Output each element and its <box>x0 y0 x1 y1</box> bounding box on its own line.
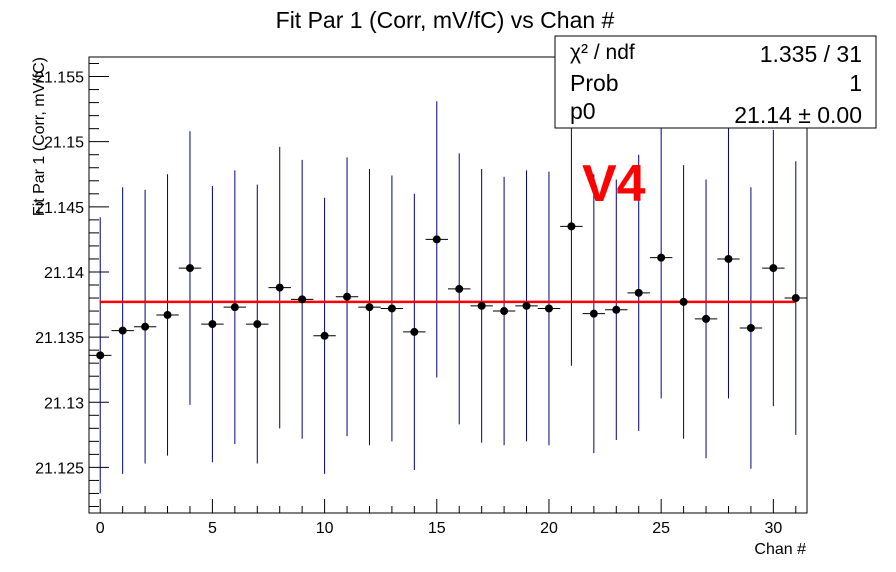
data-point <box>500 307 509 316</box>
x-tick-label: 0 <box>96 520 105 537</box>
data-point <box>769 264 778 273</box>
y-tick-label: 21.155 <box>35 70 84 87</box>
chart-title: Fit Par 1 (Corr, mV/fC) vs Chan # <box>276 7 615 33</box>
data-point <box>522 301 531 310</box>
data-point <box>387 304 396 313</box>
data-point <box>746 323 755 332</box>
stats-chi2-value: 1.335 / 31 <box>760 41 862 67</box>
x-tick-label: 5 <box>208 520 217 537</box>
data-point <box>275 283 284 292</box>
data-point <box>320 331 329 340</box>
stats-p0-label: p0 <box>570 98 596 124</box>
y-tick-label: 21.14 <box>44 265 84 282</box>
x-tick-label: 20 <box>540 520 558 537</box>
data-point <box>544 304 553 313</box>
stats-box: χ² / ndf 1.335 / 31 Prob 1 p0 21.14 ± 0.… <box>554 35 877 129</box>
y-axis: 21.125 21.13 21.135 21.14 21.145 21.15 21.155 <box>35 63 109 507</box>
data-point <box>432 235 441 244</box>
data-point <box>724 254 733 263</box>
stats-chi2-label: χ² / ndf <box>570 41 635 64</box>
y-tick-label: 21.145 <box>35 200 84 217</box>
y-tick-label: 21.135 <box>35 330 84 347</box>
data-point <box>365 303 374 312</box>
data-point <box>253 320 262 329</box>
stats-prob-label: Prob <box>570 70 619 96</box>
y-tick-label: 21.15 <box>44 135 84 152</box>
y-tick-label: 21.13 <box>44 395 84 412</box>
data-point <box>634 288 643 297</box>
data-point <box>679 297 688 306</box>
x-tick-label: 30 <box>764 520 782 537</box>
stats-p0-value: 21.14 ± 0.00 <box>734 102 862 128</box>
data-point <box>208 320 217 329</box>
data-point <box>477 301 486 310</box>
x-axis-label: Chan # <box>754 541 806 558</box>
data-point <box>657 253 666 262</box>
data-point <box>185 264 194 273</box>
data-point <box>589 309 598 318</box>
data-point <box>702 314 711 323</box>
x-axis: 0 5 10 15 20 25 30 <box>96 499 797 537</box>
data-point <box>791 294 800 303</box>
x-tick-label: 10 <box>316 520 334 537</box>
x-tick-label: 15 <box>428 520 446 537</box>
data-point <box>230 303 239 312</box>
data-point <box>455 284 464 293</box>
data-point <box>410 327 419 336</box>
y-tick-label: 21.125 <box>35 460 84 477</box>
data-point <box>298 295 307 304</box>
data-point <box>163 310 172 319</box>
data-point <box>96 351 105 360</box>
y-axis-label: Fit Par 1 (Corr, mV/fC) <box>31 57 48 216</box>
version-annotation: V4 <box>582 155 646 213</box>
data-point <box>141 322 150 331</box>
data-point <box>612 305 621 314</box>
stats-prob-value: 1 <box>849 70 862 96</box>
data-points <box>96 222 800 360</box>
x-tick-label: 25 <box>652 520 670 537</box>
data-point <box>567 222 576 231</box>
data-point <box>118 326 127 335</box>
error-bars <box>89 86 807 494</box>
data-point <box>343 292 352 301</box>
